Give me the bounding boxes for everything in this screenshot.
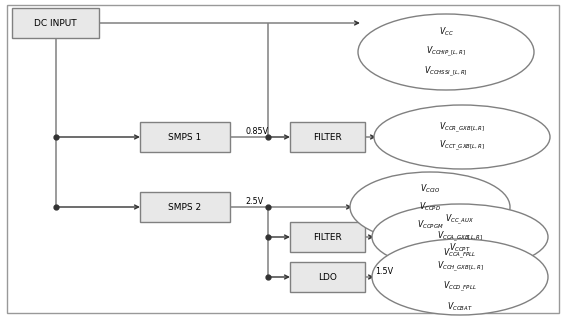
Text: $V_{CCPT}$: $V_{CCPT}$ — [449, 241, 471, 254]
Ellipse shape — [374, 105, 550, 169]
Text: $V_{CCIO}$: $V_{CCIO}$ — [420, 183, 440, 195]
Ellipse shape — [372, 204, 548, 270]
Text: $V_{CCR\_GXB[L,R]}$: $V_{CCR\_GXB[L,R]}$ — [439, 121, 485, 135]
Bar — [140, 122, 230, 152]
Text: 1.5V: 1.5V — [375, 267, 393, 276]
Text: $V_{CCA\_GXB[L,R]}$: $V_{CCA\_GXB[L,R]}$ — [437, 230, 483, 244]
Text: $V_{CCA\_FPLL}$: $V_{CCA\_FPLL}$ — [443, 247, 477, 261]
Text: $V_{CCHSSI\_[L,R]}$: $V_{CCHSSI\_[L,R]}$ — [424, 65, 468, 79]
Ellipse shape — [350, 172, 510, 242]
Bar — [12, 8, 99, 38]
Ellipse shape — [372, 239, 548, 315]
Text: $V_{CC\_AUX}$: $V_{CC\_AUX}$ — [445, 213, 474, 227]
Text: $V_{CC}$: $V_{CC}$ — [439, 26, 453, 38]
Text: $V_{CCBAT}$: $V_{CCBAT}$ — [447, 301, 473, 313]
Text: DC INPUT: DC INPUT — [34, 18, 77, 27]
Text: FILTER: FILTER — [313, 133, 342, 142]
Text: 2.5V: 2.5V — [245, 197, 263, 206]
Bar — [290, 262, 365, 292]
Text: FILTER: FILTER — [313, 232, 342, 241]
Bar — [290, 122, 365, 152]
Text: SMPS 1: SMPS 1 — [168, 133, 201, 142]
Text: $V_{CCT\_GXB[L,R]}$: $V_{CCT\_GXB[L,R]}$ — [439, 139, 485, 153]
Text: $V_{CCHIP\_[L,R]}$: $V_{CCHIP\_[L,R]}$ — [426, 45, 466, 59]
Text: $V_{CCPD}$: $V_{CCPD}$ — [419, 201, 441, 213]
Bar — [140, 192, 230, 222]
Text: 0.85V: 0.85V — [245, 128, 268, 136]
Text: SMPS 2: SMPS 2 — [169, 203, 201, 211]
Text: $V_{CCH\_GXB[L,R]}$: $V_{CCH\_GXB[L,R]}$ — [437, 260, 483, 274]
Ellipse shape — [358, 14, 534, 90]
Text: $V_{CCPGM}$: $V_{CCPGM}$ — [417, 219, 443, 232]
Text: $V_{CCD\_FPLL}$: $V_{CCD\_FPLL}$ — [443, 280, 477, 294]
Bar — [290, 222, 365, 252]
Text: LDO: LDO — [318, 273, 337, 281]
